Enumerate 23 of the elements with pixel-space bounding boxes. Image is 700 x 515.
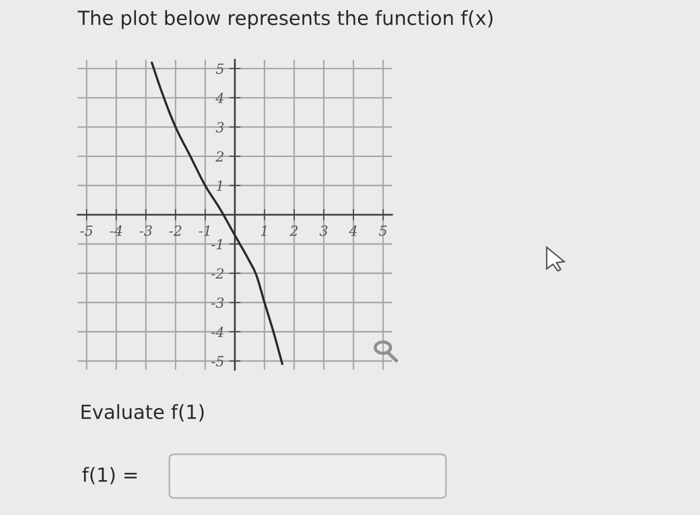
x-tick-label: -2 — [169, 225, 182, 236]
x-tick-label: -5 — [80, 226, 93, 236]
x-tick-label: 5 — [379, 226, 387, 236]
x-tick-label: -1 — [198, 225, 210, 236]
x-tick-label: 2 — [290, 225, 298, 236]
x-tick-label: 3 — [320, 225, 328, 236]
x-tick-label: -3 — [140, 225, 152, 236]
y-tick-label: -5 — [211, 356, 224, 366]
y-tick-label: -3 — [211, 297, 224, 308]
text: f(1) = — [82, 466, 137, 484]
text: Evaluate f(1) — [82, 404, 204, 422]
x-tick-label: 1 — [261, 225, 266, 236]
y-tick-label: 4 — [216, 92, 224, 104]
y-tick-label: -1 — [211, 238, 222, 250]
y-tick-label: 2 — [216, 151, 224, 162]
y-tick-label: -4 — [211, 326, 224, 338]
y-tick-label: 1 — [216, 180, 222, 191]
y-tick-label: 5 — [216, 64, 224, 74]
y-tick-label: -2 — [211, 268, 224, 279]
y-tick-label: 3 — [216, 122, 224, 132]
x-tick-label: -4 — [110, 225, 122, 236]
x-tick-label: 4 — [348, 225, 357, 236]
chart-title: The plot below represents the function f(x) — [78, 10, 492, 29]
